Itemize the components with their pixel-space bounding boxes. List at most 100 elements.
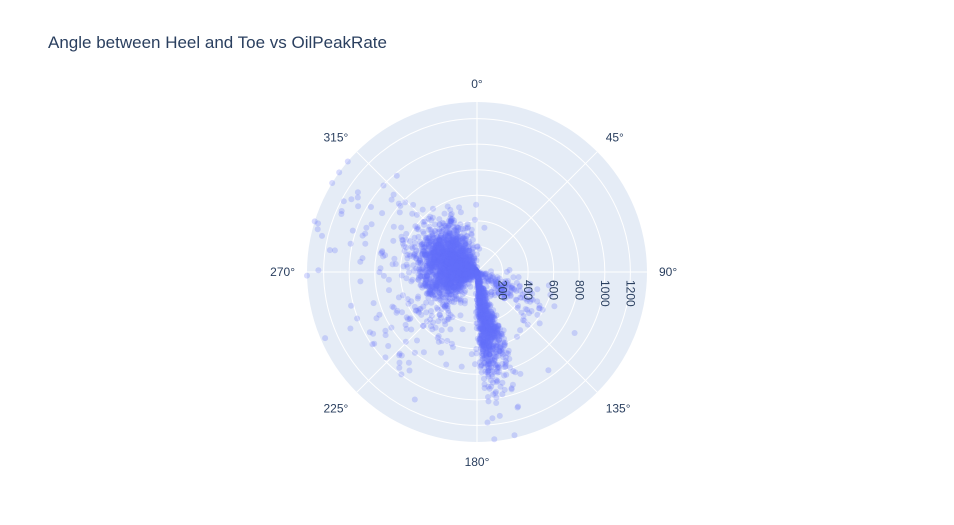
scatter-point[interactable] — [437, 277, 444, 284]
scatter-point[interactable] — [415, 271, 422, 278]
scatter-point[interactable] — [451, 217, 458, 224]
scatter-point[interactable] — [434, 266, 441, 273]
scatter-point[interactable] — [482, 302, 489, 309]
scatter-point[interactable] — [496, 369, 503, 376]
scatter-point[interactable] — [407, 252, 414, 259]
scatter-point[interactable] — [486, 342, 493, 349]
scatter-point[interactable] — [465, 265, 472, 271]
scatter-point[interactable] — [452, 264, 459, 270]
scatter-point[interactable] — [482, 300, 489, 307]
scatter-point[interactable] — [476, 302, 483, 309]
scatter-point[interactable] — [433, 242, 439, 249]
scatter-point[interactable] — [480, 339, 487, 346]
scatter-point[interactable] — [475, 280, 481, 287]
scatter-point[interactable] — [482, 318, 489, 325]
scatter-point[interactable] — [490, 332, 497, 339]
scatter-point[interactable] — [452, 265, 459, 272]
scatter-point[interactable] — [449, 283, 456, 289]
scatter-point[interactable] — [482, 306, 489, 313]
scatter-point[interactable] — [443, 283, 450, 290]
scatter-point[interactable] — [451, 262, 458, 269]
scatter-point[interactable] — [440, 247, 447, 254]
scatter-point[interactable] — [418, 281, 425, 288]
scatter-point[interactable] — [462, 240, 469, 246]
scatter-point[interactable] — [451, 264, 458, 271]
scatter-point[interactable] — [451, 241, 458, 248]
scatter-point[interactable] — [442, 244, 449, 251]
scatter-point[interactable] — [423, 236, 429, 243]
scatter-point[interactable] — [483, 325, 490, 332]
scatter-point[interactable] — [486, 329, 493, 336]
scatter-point[interactable] — [462, 255, 468, 262]
scatter-point[interactable] — [465, 266, 472, 273]
scatter-point[interactable] — [447, 268, 454, 274]
scatter-point[interactable] — [447, 256, 454, 262]
scatter-point[interactable] — [448, 271, 455, 278]
scatter-point[interactable] — [459, 248, 466, 255]
scatter-point[interactable] — [445, 281, 452, 288]
scatter-point[interactable] — [424, 269, 431, 276]
scatter-point[interactable] — [462, 240, 469, 247]
scatter-point[interactable] — [382, 332, 389, 339]
scatter-point[interactable] — [455, 254, 462, 261]
scatter-point[interactable] — [460, 268, 467, 275]
scatter-point[interactable] — [447, 243, 454, 249]
scatter-point[interactable] — [474, 273, 481, 280]
scatter-point[interactable] — [459, 277, 466, 284]
scatter-point[interactable] — [456, 249, 463, 256]
scatter-point[interactable] — [502, 363, 509, 370]
scatter-point[interactable] — [440, 268, 447, 275]
scatter-point[interactable] — [461, 289, 468, 296]
scatter-point[interactable] — [484, 322, 491, 329]
scatter-point[interactable] — [422, 252, 428, 259]
scatter-point[interactable] — [483, 328, 490, 335]
scatter-point[interactable] — [486, 326, 493, 332]
scatter-point[interactable] — [476, 325, 483, 332]
scatter-point[interactable] — [436, 216, 443, 223]
scatter-point[interactable] — [445, 276, 452, 282]
scatter-point[interactable] — [488, 323, 495, 330]
scatter-point[interactable] — [357, 278, 364, 285]
scatter-point[interactable] — [437, 270, 444, 277]
scatter-point[interactable] — [424, 272, 430, 279]
scatter-point[interactable] — [458, 258, 465, 265]
scatter-point[interactable] — [455, 260, 462, 267]
scatter-point[interactable] — [452, 286, 459, 292]
scatter-point[interactable] — [450, 259, 457, 266]
scatter-point[interactable] — [457, 249, 464, 256]
scatter-point[interactable] — [435, 272, 442, 278]
scatter-point[interactable] — [473, 268, 480, 275]
scatter-point[interactable] — [477, 297, 483, 303]
scatter-point[interactable] — [481, 334, 488, 341]
scatter-point[interactable] — [444, 271, 450, 278]
scatter-point[interactable] — [486, 358, 493, 365]
scatter-point[interactable] — [436, 221, 443, 228]
scatter-point[interactable] — [446, 257, 452, 264]
scatter-point[interactable] — [418, 266, 425, 273]
scatter-point[interactable] — [474, 269, 481, 276]
scatter-point[interactable] — [454, 271, 461, 278]
scatter-point[interactable] — [461, 263, 468, 270]
scatter-point[interactable] — [445, 276, 452, 283]
scatter-point[interactable] — [441, 249, 448, 256]
scatter-point[interactable] — [433, 238, 440, 245]
scatter-point[interactable] — [423, 275, 430, 282]
scatter-point[interactable] — [466, 247, 473, 254]
scatter-point[interactable] — [475, 275, 482, 282]
scatter-point[interactable] — [487, 350, 494, 357]
scatter-point[interactable] — [493, 400, 500, 406]
scatter-point[interactable] — [446, 285, 453, 292]
scatter-point[interactable] — [462, 281, 469, 288]
scatter-point[interactable] — [476, 280, 483, 287]
scatter-point[interactable] — [385, 343, 392, 349]
scatter-point[interactable] — [446, 278, 453, 285]
scatter-point[interactable] — [497, 326, 504, 332]
scatter-point[interactable] — [422, 280, 428, 287]
scatter-point[interactable] — [452, 293, 459, 300]
scatter-point[interactable] — [429, 256, 435, 263]
scatter-point[interactable] — [431, 291, 438, 298]
scatter-point[interactable] — [482, 306, 489, 313]
scatter-point[interactable] — [461, 269, 468, 276]
scatter-point[interactable] — [435, 249, 442, 255]
scatter-point[interactable] — [451, 286, 458, 293]
